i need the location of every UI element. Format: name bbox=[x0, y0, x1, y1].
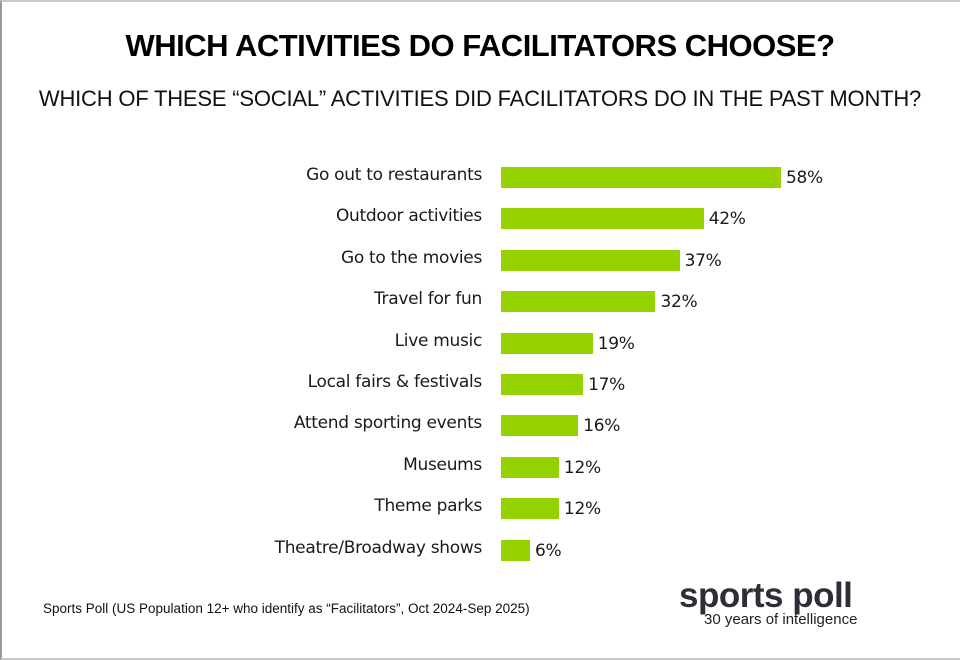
value-label: 58% bbox=[786, 168, 823, 188]
bar bbox=[501, 415, 579, 437]
bar bbox=[501, 208, 704, 230]
bar-row: Local fairs & festivals 17% bbox=[0, 372, 960, 396]
category-label: Live music bbox=[394, 330, 483, 351]
value-label: 19% bbox=[597, 333, 635, 354]
value-label: 12% bbox=[563, 499, 601, 520]
chart-subtitle: WHICH OF THESE “SOCIAL” ACTIVITIES DID F… bbox=[38, 86, 922, 111]
value-label: 42% bbox=[708, 209, 746, 230]
category-label: Theme parks bbox=[374, 496, 482, 517]
bar bbox=[501, 332, 593, 354]
bar-row: Outdoor activities 42% bbox=[0, 206, 960, 230]
value-label: 37% bbox=[684, 250, 722, 271]
bar bbox=[501, 456, 559, 478]
bar bbox=[501, 249, 680, 271]
category-label: Outdoor activities bbox=[335, 206, 482, 227]
bar-row: Live music 19% bbox=[0, 330, 960, 355]
bar-row: Museums 12% bbox=[0, 454, 960, 479]
bar bbox=[501, 539, 530, 561]
category-label: Go to the movies bbox=[340, 247, 482, 268]
value-label: 6% bbox=[534, 540, 562, 561]
bar bbox=[501, 167, 781, 188]
value-label: 12% bbox=[563, 457, 601, 478]
bar bbox=[501, 374, 584, 395]
category-label: Attend sporting events bbox=[293, 413, 482, 434]
bar-row: Go out to restaurants 58% bbox=[0, 165, 960, 189]
bar-row: Travel for fun 32% bbox=[0, 289, 960, 313]
category-label: Travel for fun bbox=[373, 289, 482, 310]
bar-row: Attend sporting events 16% bbox=[0, 413, 960, 437]
bar-row: Go to the movies 37% bbox=[0, 247, 960, 272]
logo-tagline: 30 years of intelligence bbox=[704, 611, 858, 628]
category-label: Local fairs & festivals bbox=[307, 372, 483, 392]
sports-poll-logo: sports poll bbox=[679, 576, 853, 615]
value-label: 32% bbox=[660, 292, 698, 313]
bar bbox=[501, 291, 656, 313]
category-label: Theatre/Broadway shows bbox=[274, 537, 483, 558]
category-label: Go out to restaurants bbox=[306, 165, 482, 185]
source-note: Sports Poll (US Population 12+ who ident… bbox=[43, 601, 530, 616]
chart-title: WHICH ACTIVITIES DO FACILITATORS CHOOSE? bbox=[125, 28, 835, 63]
bar bbox=[501, 498, 559, 520]
value-label: 16% bbox=[583, 416, 621, 437]
bar-row: Theatre/Broadway shows 6% bbox=[0, 537, 960, 562]
category-label: Museums bbox=[403, 454, 482, 475]
bar-row: Theme parks 12% bbox=[0, 496, 960, 520]
value-label: 17% bbox=[588, 375, 625, 395]
